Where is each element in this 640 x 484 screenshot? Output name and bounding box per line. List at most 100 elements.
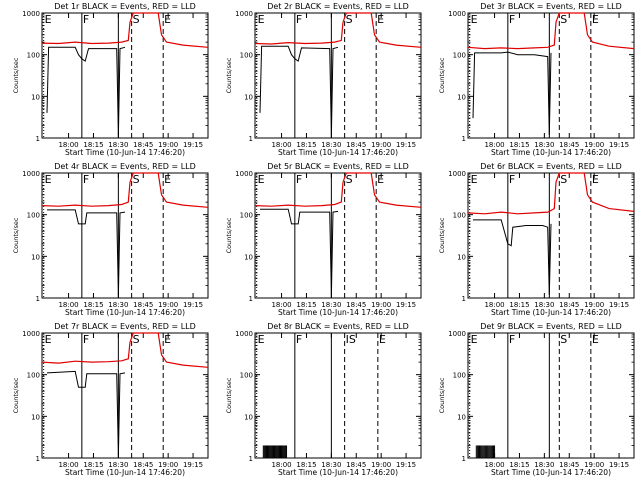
events-series [47,209,126,295]
marker-label: E [45,333,52,346]
x-tick-label: 19:15 [183,141,203,149]
marker-label: S [560,173,567,186]
y-tick-label: 10 [244,413,253,421]
x-axis-label: Start Time (10-Jun-14 17:46:20) [491,308,611,317]
x-axis-label: Start Time (10-Jun-14 17:46:20) [278,148,398,157]
plot-frame [467,172,635,299]
x-tick-label: 18:45 [133,301,153,309]
x-tick-label: 19:00 [371,461,391,469]
panel-title: Det 3r BLACK = Events, RED = LLD [480,2,622,11]
marker-label: E [164,173,171,186]
x-tick-label: 18:00 [58,141,78,149]
x-tick-label: 18:00 [271,461,291,469]
y-tick-label: 10 [31,253,40,261]
y-axis-label: Counts/sec [225,217,233,253]
marker-label: F [296,13,302,26]
events-series [473,219,552,295]
x-axis-label: Start Time (10-Jun-14 17:46:20) [278,308,398,317]
x-tick-label: 18:15 [509,301,529,309]
marker-label: F [509,13,515,26]
y-tick-label: 100 [453,372,466,380]
panel-title: Det 7r BLACK = Events, RED = LLD [54,322,196,331]
x-axis-label: Start Time (10-Jun-14 17:46:20) [491,468,611,477]
x-tick-label: 19:00 [584,141,604,149]
x-tick-label: 18:30 [108,461,128,469]
x-axis-label: Start Time (10-Jun-14 17:46:20) [491,148,611,157]
y-tick-label: 10 [244,93,253,101]
panel-title: Det 2r BLACK = Events, RED = LLD [267,2,409,11]
detector-panel-1: Det 1r BLACK = Events, RED = LLD 1 10 100 10… [12,2,209,157]
marker-label: E [471,173,478,186]
x-tick-label: 18:30 [108,141,128,149]
x-tick-label: 18:30 [321,301,341,309]
y-tick-label: 1000 [22,10,40,18]
marker-label: E [592,13,599,26]
y-tick-label: 100 [27,372,40,380]
y-tick-label: 100 [453,52,466,60]
y-tick-label: 1000 [22,330,40,338]
y-tick-label: 1000 [448,10,466,18]
x-tick-label: 19:00 [371,141,391,149]
detector-panel-5: Det 5r BLACK = Events, RED = LLD 1 10 100 10… [225,162,422,317]
detector-panel-6: Det 6r BLACK = Events, RED = LLD 1 10 100 10… [438,162,635,317]
y-tick-label: 1 [462,455,466,463]
marker-label: E [592,173,599,186]
x-tick-label: 18:15 [509,141,529,149]
x-tick-label: 18:45 [346,461,366,469]
y-tick-label: 1 [249,455,253,463]
x-axis-label: Start Time (10-Jun-14 17:46:20) [65,468,185,477]
panel-title: Det 1r BLACK = Events, RED = LLD [54,2,196,11]
x-tick-label: 19:15 [183,461,203,469]
x-tick-label: 18:45 [346,301,366,309]
marker-label: S [346,13,353,26]
x-tick-label: 19:15 [396,461,416,469]
lld-series [254,172,422,208]
x-tick-label: 18:45 [559,461,579,469]
marker-label: S [133,333,140,346]
marker-label: E [377,13,384,26]
x-tick-label: 19:15 [609,301,629,309]
marker-label: E [379,333,386,346]
y-tick-label: 10 [31,413,40,421]
x-axis-label: Start Time (10-Jun-14 17:46:20) [65,148,185,157]
x-tick-label: 19:15 [396,301,416,309]
events-series [260,208,339,295]
y-tick-label: 10 [244,253,253,261]
x-tick-label: 19:15 [609,141,629,149]
y-tick-label: 1 [249,135,253,143]
y-tick-label: 100 [453,212,466,220]
x-tick-label: 18:00 [58,461,78,469]
x-tick-label: 18:30 [534,461,554,469]
marker-label: E [258,173,265,186]
x-tick-label: 18:45 [559,301,579,309]
marker-label: F [296,333,302,346]
plot-frame [41,12,209,139]
x-tick-label: 19:00 [158,301,178,309]
y-tick-label: 10 [457,413,466,421]
lld-series [254,12,422,48]
x-tick-label: 18:45 [559,141,579,149]
y-tick-label: 10 [457,253,466,261]
x-tick-label: 18:15 [296,461,316,469]
x-tick-label: 19:00 [158,461,178,469]
x-tick-label: 18:00 [484,301,504,309]
y-tick-label: 1000 [235,330,253,338]
marker-label: E [258,333,265,346]
marker-label: S [133,13,140,26]
lld-series [41,332,209,368]
x-tick-label: 18:15 [83,461,103,469]
y-tick-label: 10 [31,93,40,101]
y-tick-label: 100 [240,372,253,380]
x-tick-label: 18:30 [321,141,341,149]
y-tick-label: 1000 [448,330,466,338]
x-tick-label: 18:30 [534,301,554,309]
x-tick-label: 19:15 [609,461,629,469]
detector-panel-3: Det 3r BLACK = Events, RED = LLD 1 10 100 10… [438,2,635,157]
marker-label: E [258,13,265,26]
marker-label: E [164,333,171,346]
marker-label: F [296,173,302,186]
x-tick-label: 18:00 [58,301,78,309]
marker-label: IS [346,333,356,346]
